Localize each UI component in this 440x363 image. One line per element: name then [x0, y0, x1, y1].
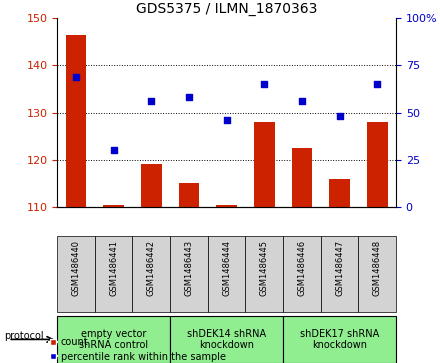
Point	[110, 147, 117, 153]
Bar	[246, 236, 283, 312]
Bar	[170, 316, 283, 363]
Bar	[132, 236, 170, 312]
Text: protocol: protocol	[4, 331, 44, 341]
Point	[298, 98, 305, 104]
Point	[223, 117, 230, 123]
Bar	[57, 236, 95, 312]
Text: GSM1486444: GSM1486444	[222, 240, 231, 296]
Text: GSM1486447: GSM1486447	[335, 240, 344, 296]
Text: GSM1486446: GSM1486446	[297, 240, 306, 296]
Text: GSM1486445: GSM1486445	[260, 240, 269, 296]
Bar	[329, 179, 350, 207]
Bar	[283, 316, 396, 363]
Bar	[283, 236, 321, 312]
Bar	[141, 164, 161, 207]
Point	[148, 98, 155, 104]
Text: GSM1486441: GSM1486441	[109, 240, 118, 296]
Bar	[66, 35, 86, 207]
Text: shDEK17 shRNA
knockdown: shDEK17 shRNA knockdown	[300, 329, 379, 350]
Bar	[367, 122, 388, 207]
Bar	[292, 148, 312, 207]
Title: GDS5375 / ILMN_1870363: GDS5375 / ILMN_1870363	[136, 2, 317, 16]
Bar	[170, 236, 208, 312]
Point	[336, 113, 343, 119]
Point	[261, 81, 268, 87]
Text: empty vector
shRNA control: empty vector shRNA control	[79, 329, 148, 350]
Text: GSM1486442: GSM1486442	[147, 240, 156, 296]
Bar	[321, 236, 358, 312]
Bar	[358, 236, 396, 312]
Bar	[216, 204, 237, 207]
Legend: count, percentile rank within the sample: count, percentile rank within the sample	[49, 337, 226, 362]
Point	[185, 94, 192, 100]
Bar	[254, 122, 275, 207]
Text: GSM1486448: GSM1486448	[373, 240, 381, 296]
Text: GSM1486443: GSM1486443	[184, 240, 194, 296]
Bar	[103, 204, 124, 207]
Bar	[57, 316, 170, 363]
Bar	[95, 236, 132, 312]
Point	[73, 74, 80, 79]
Point	[374, 81, 381, 87]
Bar	[208, 236, 246, 312]
Text: shDEK14 shRNA
knockdown: shDEK14 shRNA knockdown	[187, 329, 266, 350]
Bar	[179, 183, 199, 207]
Text: GSM1486440: GSM1486440	[72, 240, 81, 296]
